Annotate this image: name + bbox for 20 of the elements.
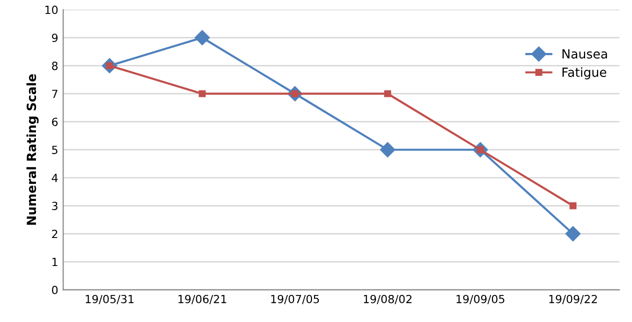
x-tick-label: 19/09/05 [456,294,504,304]
x-tick-label: 19/06/21 [178,294,226,304]
y-tick-label: 5 [52,146,58,154]
y-tick-label: 1 [52,258,58,266]
y-tick-label: 8 [52,62,58,70]
legend-label: Nausea [562,49,607,59]
y-axis-title: Numeral Rating Scale [26,74,39,225]
y-tick-label: 7 [52,90,58,98]
x-tick-label: 19/05/31 [86,294,134,304]
legend-label: Fatigue [562,67,606,80]
x-tick-label: 19/09/22 [549,294,597,304]
y-tick-label: 3 [52,202,58,210]
y-tick-label: 10 [45,6,58,14]
x-tick-label: 19/08/02 [364,294,412,304]
x-tick-label: 19/07/05 [271,294,319,304]
y-tick-label: 4 [52,174,58,182]
y-tick-label: 9 [52,34,58,42]
y-tick-label: 2 [52,230,58,238]
y-tick-label: 0 [52,286,58,294]
y-tick-label: 6 [52,118,58,126]
